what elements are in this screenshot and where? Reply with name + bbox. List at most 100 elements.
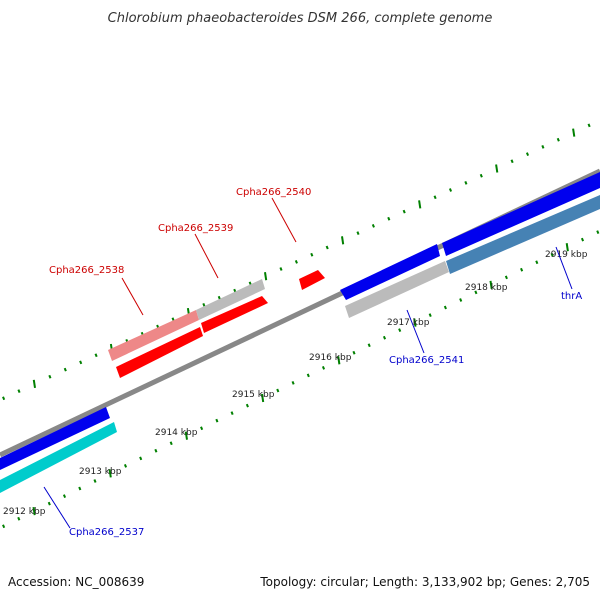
label-thra[interactable]: thrA: [561, 291, 582, 302]
upper-tick-mark: [202, 303, 206, 307]
lower-tick-mark: [535, 260, 539, 265]
gene-cpha266-2540[interactable]: [299, 270, 325, 290]
lower-tick-mark: [367, 343, 371, 348]
upper-tick-mark: [341, 236, 345, 245]
lower-tick-mark: [93, 479, 97, 483]
tick-label-2915: 2915 kbp: [232, 390, 275, 400]
upper-tick-mark: [294, 260, 298, 264]
lower-tick-mark: [413, 318, 417, 327]
upper-tick-mark: [433, 195, 437, 200]
gene-cpha266-2541[interactable]: [345, 261, 449, 318]
upper-tick-mark: [418, 200, 422, 209]
lower-tick-mark: [123, 464, 128, 468]
upper-tick-mark: [541, 145, 545, 149]
upper-tick-mark: [387, 216, 391, 221]
lower-tick-mark: [428, 313, 432, 317]
lower-tick-mark: [230, 411, 234, 415]
map-title: Chlorobium phaeobacteroides DSM 266, com…: [108, 11, 493, 26]
lower-tick-mark: [245, 403, 249, 408]
upper-tick-mark: [525, 152, 530, 156]
upper-tick-mark: [495, 164, 499, 173]
lower-tick-mark: [200, 426, 204, 431]
lower-tick-mark: [47, 501, 51, 506]
lower-tick-mark: [459, 298, 463, 302]
upper-tick-mark: [464, 181, 468, 185]
leader-cpha266-2537: [43, 486, 71, 529]
upper-tick-mark: [94, 353, 98, 358]
upper-tick-mark: [2, 396, 6, 401]
upper-tick-mark: [32, 379, 36, 389]
lower-tick-mark: [154, 448, 158, 453]
gene-cpha266-2539[interactable]: [201, 296, 268, 333]
upper-tick-mark: [279, 267, 283, 271]
leader-cpha266-2540: [271, 197, 297, 243]
lower-tick-mark: [321, 366, 326, 370]
label-cpha266-2537[interactable]: Cpha266_2537: [69, 527, 144, 538]
lower-tick-mark: [276, 388, 280, 393]
upper-tick-mark: [448, 188, 453, 192]
lower-tick-mark: [261, 393, 265, 403]
upper-tick-mark: [402, 209, 406, 214]
accession-text: Accession: NC_008639: [8, 575, 144, 589]
lower-tick-mark: [489, 280, 493, 290]
upper-tick-mark: [217, 295, 221, 300]
upper-tick-mark: [17, 389, 21, 393]
upper-tick-mark: [264, 272, 268, 281]
lower-tick-mark: [520, 267, 524, 272]
upper-tick-mark: [371, 224, 375, 228]
upper-tick-mark: [587, 123, 591, 128]
label-cpha266-2539[interactable]: Cpha266_2539: [158, 223, 233, 234]
leader-cpha266-2538: [121, 277, 144, 316]
lower-tick-mark: [215, 418, 219, 423]
gene-cpha266-2539-feature[interactable]: [196, 279, 265, 320]
upper-tick-mark: [572, 128, 576, 137]
lower-tick-mark: [108, 469, 112, 478]
leader-cpha266-2539: [194, 233, 219, 279]
tick-label-2913: 2913 kbp: [79, 467, 122, 477]
gene-thra[interactable]: [446, 195, 600, 274]
lower-tick-mark: [291, 381, 295, 385]
tick-label-2916: 2916 kbp: [309, 353, 352, 363]
gene-cpha266-2538[interactable]: [116, 327, 203, 378]
upper-tick-mark: [79, 360, 83, 365]
label-cpha266-2538[interactable]: Cpha266_2538: [49, 265, 124, 276]
tick-marks: [2, 123, 600, 529]
upper-tick-mark: [356, 231, 360, 235]
gene-cds-forward-right[interactable]: [442, 172, 600, 256]
gene-cds-forward-mid[interactable]: [340, 244, 440, 300]
upper-tick-mark: [479, 173, 483, 178]
upper-tick-mark: [63, 367, 67, 372]
feature-track: [0, 172, 600, 493]
leader-thra: [555, 246, 573, 290]
upper-tick-mark: [556, 137, 560, 142]
tick-label-2912: 2912 kbp: [3, 507, 46, 517]
lower-tick-mark: [169, 441, 173, 446]
lower-tick-mark: [443, 305, 447, 310]
lower-tick-mark: [398, 328, 402, 332]
lower-tick-mark: [565, 243, 569, 252]
tick-label-2919: 2919 kbp: [545, 250, 588, 260]
lower-tick-mark: [580, 237, 585, 242]
lower-tick-mark: [2, 524, 6, 529]
upper-tick-mark: [325, 245, 329, 250]
lower-tick-mark: [337, 356, 341, 365]
upper-tick-mark: [510, 159, 514, 164]
lower-tick-mark: [306, 373, 310, 378]
lower-tick-mark: [184, 431, 188, 440]
lower-tick-mark: [504, 275, 508, 280]
lower-tick-mark: [78, 486, 82, 491]
gene-cpha266-2538-feature[interactable]: [108, 310, 199, 361]
lower-tick-mark: [32, 506, 36, 516]
label-cpha266-2541[interactable]: Cpha266_2541: [389, 355, 464, 366]
summary-text: Topology: circular; Length: 3,133,902 bp…: [259, 575, 590, 589]
label-cpha266-2540[interactable]: Cpha266_2540: [236, 187, 311, 198]
lower-tick-mark: [596, 230, 600, 234]
tick-label-2918: 2918 kbp: [465, 283, 508, 293]
lower-tick-mark: [139, 456, 143, 461]
gene-cds-forward-left[interactable]: [0, 407, 110, 470]
lower-tick-mark: [474, 290, 478, 295]
gene-cpha266-2537[interactable]: [0, 422, 117, 493]
lower-tick-mark: [62, 494, 67, 498]
upper-tick-mark: [310, 252, 314, 257]
